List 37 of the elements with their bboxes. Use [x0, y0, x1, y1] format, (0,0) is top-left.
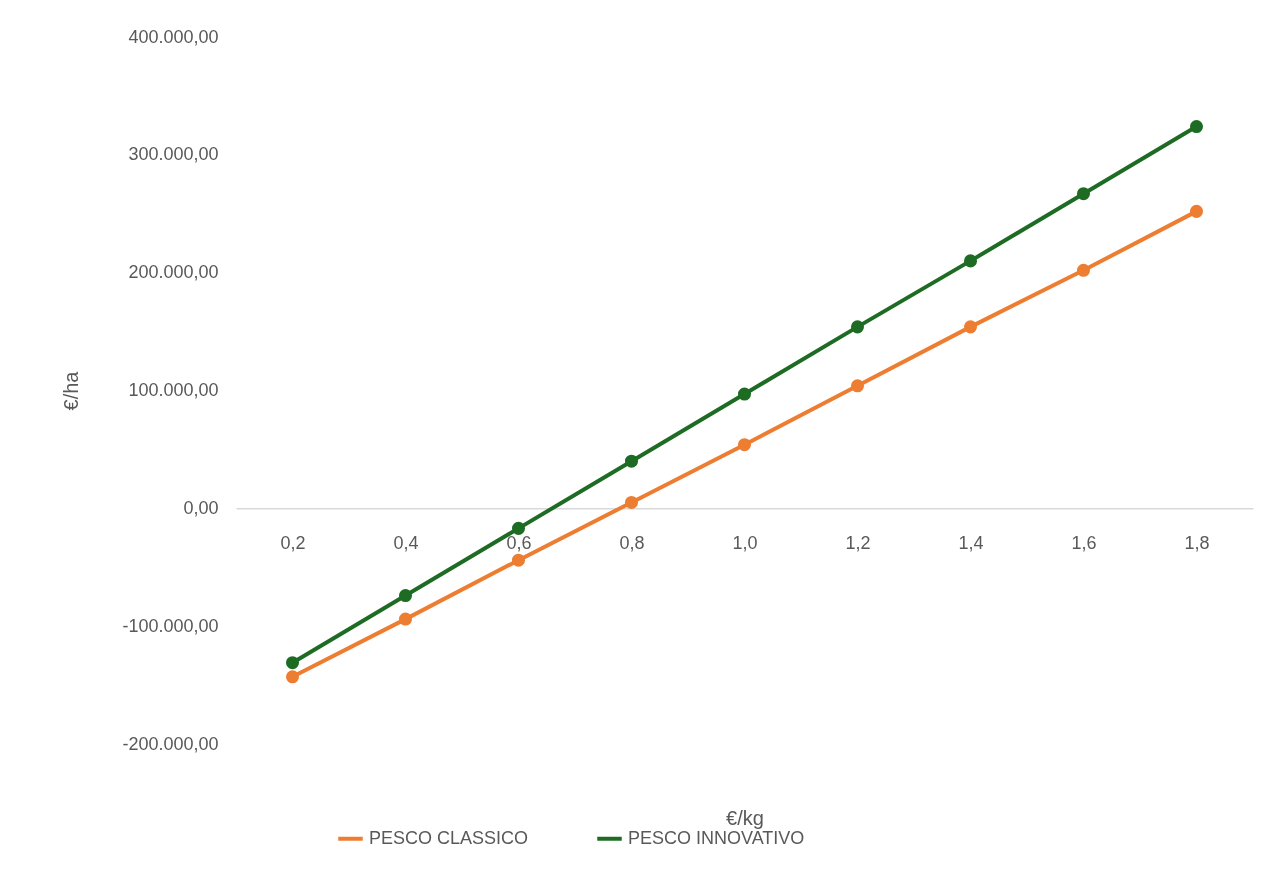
- point: [398, 589, 413, 603]
- point: [624, 495, 639, 509]
- point: [737, 438, 752, 452]
- x-tick-label: 1,8: [1184, 532, 1210, 553]
- x-tick-label: 0,8: [619, 532, 645, 553]
- x-tick-label: 0,6: [506, 532, 532, 553]
- x-tick-label: 1,2: [845, 532, 871, 553]
- point: [850, 379, 865, 393]
- y-axis-title: €/ha: [60, 370, 83, 411]
- point: [624, 454, 639, 468]
- point: [1189, 120, 1204, 134]
- point: [963, 254, 978, 268]
- x-tick-label: 1,6: [1071, 532, 1097, 553]
- point: [1076, 263, 1091, 277]
- y-tick-label: 400.000,00: [128, 26, 219, 47]
- y-tick-label: 200.000,00: [128, 262, 219, 283]
- point: [737, 387, 752, 401]
- x-tick-label: 1,4: [958, 532, 984, 553]
- y-tick-label: 100.000,00: [128, 380, 219, 400]
- y-tick-label: -100.000,00: [122, 615, 219, 636]
- point: [285, 656, 300, 670]
- point: [1076, 187, 1091, 201]
- x-tick-label: 1,0: [732, 532, 758, 553]
- point: [285, 670, 300, 684]
- point: [963, 320, 978, 334]
- point: [511, 521, 526, 535]
- x-axis-title: €/kg: [726, 806, 764, 829]
- x-tick-label: 0,4: [393, 532, 419, 553]
- point: [850, 320, 865, 334]
- x-tick-label: 0,2: [280, 532, 306, 553]
- y-tick-label: -200.000,00: [122, 733, 219, 754]
- y-tick-label: 0,00: [183, 497, 219, 518]
- point: [511, 553, 526, 567]
- legend-label: PESCO CLASSICO: [369, 827, 529, 848]
- y-tick-label: 300.000,00: [128, 144, 219, 165]
- point: [1189, 204, 1204, 218]
- point: [398, 612, 413, 626]
